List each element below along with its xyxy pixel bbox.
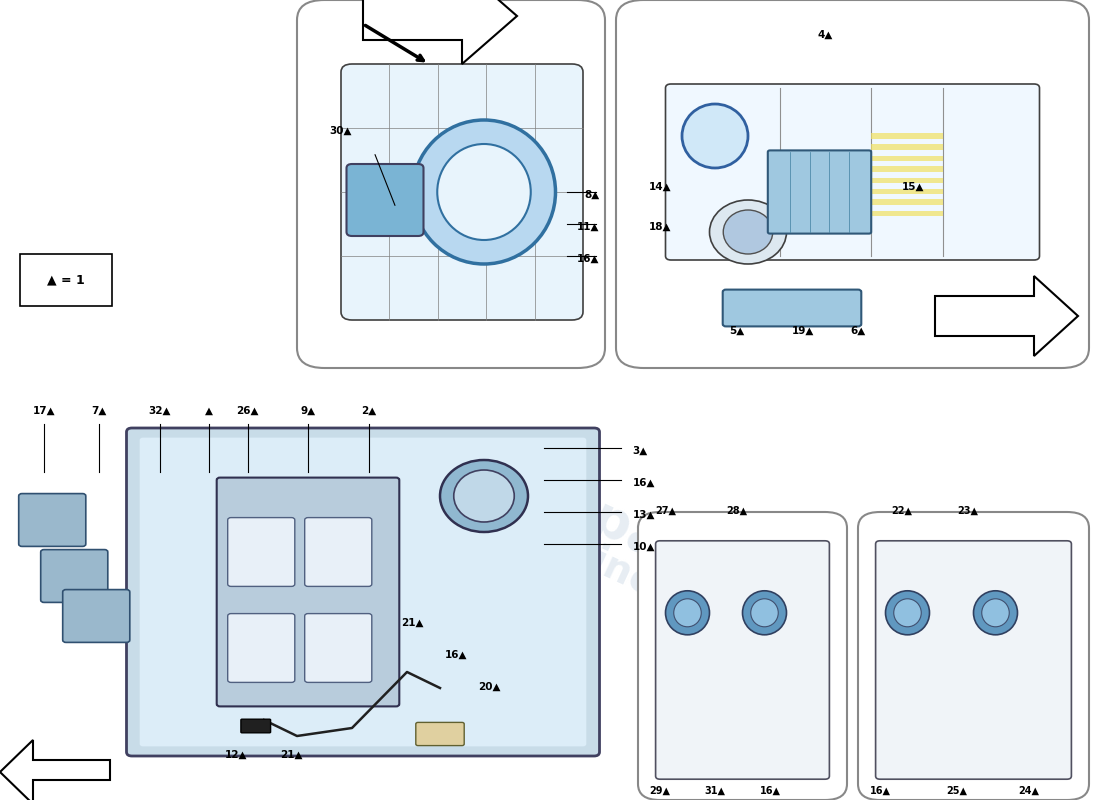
Text: 28▲: 28▲ — [726, 506, 748, 516]
FancyBboxPatch shape — [305, 518, 372, 586]
Polygon shape — [0, 740, 110, 800]
Text: 30▲: 30▲ — [330, 126, 352, 136]
Text: 8▲: 8▲ — [584, 190, 600, 200]
Text: 9▲: 9▲ — [300, 406, 316, 416]
Text: 24▲: 24▲ — [1018, 786, 1040, 796]
Text: 18▲: 18▲ — [649, 222, 671, 232]
FancyBboxPatch shape — [416, 722, 464, 746]
Polygon shape — [871, 189, 944, 194]
Ellipse shape — [724, 210, 772, 254]
Ellipse shape — [666, 590, 710, 635]
Text: 23▲: 23▲ — [957, 506, 979, 516]
Ellipse shape — [440, 460, 528, 532]
Text: ▲: ▲ — [205, 406, 213, 416]
Text: 21▲: 21▲ — [402, 618, 424, 628]
Ellipse shape — [742, 590, 786, 635]
FancyBboxPatch shape — [228, 614, 295, 682]
Text: 22▲: 22▲ — [891, 506, 913, 516]
Text: 11▲: 11▲ — [578, 222, 600, 232]
Ellipse shape — [750, 598, 779, 627]
Text: 13▲: 13▲ — [632, 510, 654, 520]
Text: 32▲: 32▲ — [148, 406, 170, 416]
Text: 14▲: 14▲ — [649, 182, 671, 192]
Text: europarts: europarts — [462, 435, 748, 605]
Text: 26▲: 26▲ — [236, 406, 258, 416]
Polygon shape — [363, 0, 517, 64]
Text: sinco parts: sinco parts — [564, 532, 800, 668]
Polygon shape — [871, 155, 944, 161]
FancyBboxPatch shape — [666, 84, 1040, 260]
Polygon shape — [871, 145, 944, 150]
Text: 20▲: 20▲ — [478, 682, 500, 692]
FancyBboxPatch shape — [656, 541, 829, 779]
FancyBboxPatch shape — [228, 518, 295, 586]
Ellipse shape — [893, 598, 922, 627]
Text: 31▲: 31▲ — [704, 786, 726, 796]
Ellipse shape — [981, 598, 1010, 627]
FancyBboxPatch shape — [217, 478, 399, 706]
Ellipse shape — [886, 590, 929, 635]
Text: 25▲: 25▲ — [946, 786, 968, 796]
FancyBboxPatch shape — [41, 550, 108, 602]
FancyBboxPatch shape — [19, 494, 86, 546]
Polygon shape — [871, 210, 944, 216]
FancyBboxPatch shape — [305, 614, 372, 682]
FancyBboxPatch shape — [876, 541, 1071, 779]
Ellipse shape — [710, 200, 786, 264]
Text: ▲ = 1: ▲ = 1 — [47, 274, 85, 286]
Polygon shape — [935, 276, 1078, 356]
Text: 5▲: 5▲ — [729, 326, 745, 336]
Polygon shape — [871, 199, 944, 205]
Polygon shape — [871, 178, 944, 183]
Text: 29▲: 29▲ — [649, 786, 671, 796]
Text: 19▲: 19▲ — [792, 326, 814, 336]
Text: 12▲: 12▲ — [226, 750, 248, 760]
FancyBboxPatch shape — [638, 512, 847, 800]
Text: 16▲: 16▲ — [869, 786, 891, 796]
Polygon shape — [871, 134, 944, 139]
Ellipse shape — [412, 120, 556, 264]
FancyBboxPatch shape — [858, 512, 1089, 800]
Ellipse shape — [438, 144, 530, 240]
Text: 16▲: 16▲ — [632, 478, 654, 488]
FancyBboxPatch shape — [297, 0, 605, 368]
FancyBboxPatch shape — [723, 290, 861, 326]
FancyBboxPatch shape — [63, 590, 130, 642]
Text: 17▲: 17▲ — [33, 406, 55, 416]
Text: 16▲: 16▲ — [759, 786, 781, 796]
FancyBboxPatch shape — [126, 428, 600, 756]
Text: 27▲: 27▲ — [654, 506, 676, 516]
Text: 3▲: 3▲ — [632, 446, 648, 456]
Text: 7▲: 7▲ — [91, 406, 107, 416]
Text: 21▲: 21▲ — [280, 750, 302, 760]
FancyBboxPatch shape — [20, 254, 112, 306]
Text: 6▲: 6▲ — [850, 326, 866, 336]
Ellipse shape — [974, 590, 1018, 635]
Text: 4▲: 4▲ — [817, 30, 833, 40]
Polygon shape — [871, 166, 944, 172]
FancyBboxPatch shape — [140, 438, 586, 746]
FancyBboxPatch shape — [768, 150, 871, 234]
Ellipse shape — [682, 104, 748, 168]
FancyBboxPatch shape — [346, 164, 424, 236]
Text: 16▲: 16▲ — [446, 650, 468, 660]
Ellipse shape — [453, 470, 515, 522]
Text: 16▲: 16▲ — [578, 254, 600, 264]
Text: 10▲: 10▲ — [632, 542, 654, 552]
FancyBboxPatch shape — [341, 64, 583, 320]
Ellipse shape — [673, 598, 702, 627]
FancyBboxPatch shape — [241, 719, 271, 733]
Text: 15▲: 15▲ — [902, 182, 924, 192]
Text: 2▲: 2▲ — [361, 406, 376, 416]
FancyBboxPatch shape — [616, 0, 1089, 368]
